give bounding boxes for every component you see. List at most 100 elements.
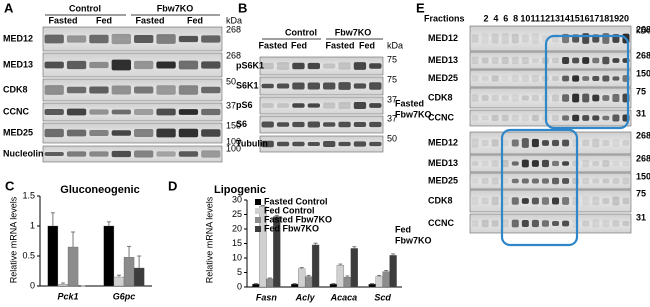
marker-label: 75 bbox=[636, 188, 646, 198]
blot-strip bbox=[469, 131, 632, 155]
band bbox=[471, 161, 479, 166]
band bbox=[111, 33, 131, 45]
lane-label: Fasted bbox=[325, 40, 354, 50]
band bbox=[612, 220, 620, 227]
row-label: CCNC bbox=[428, 112, 454, 122]
band bbox=[201, 86, 221, 94]
band bbox=[307, 121, 320, 128]
band bbox=[134, 35, 154, 43]
marker-label: 50 bbox=[387, 133, 397, 143]
row-label: MED25 bbox=[428, 175, 458, 185]
band bbox=[622, 197, 630, 205]
condition-label: Fasted bbox=[395, 98, 424, 108]
band bbox=[562, 94, 570, 102]
y-tick-label: 10 bbox=[232, 252, 242, 262]
marker-label: 268 bbox=[636, 24, 650, 34]
band bbox=[552, 94, 560, 102]
band bbox=[592, 138, 600, 148]
row-label: Tubulin bbox=[236, 138, 268, 148]
band bbox=[501, 33, 509, 44]
band bbox=[201, 129, 221, 137]
band bbox=[292, 121, 305, 128]
band bbox=[602, 198, 610, 204]
band bbox=[501, 196, 509, 206]
band bbox=[622, 140, 630, 146]
band bbox=[521, 34, 529, 43]
highlight-box bbox=[544, 34, 630, 130]
band bbox=[521, 75, 529, 82]
band bbox=[276, 103, 290, 108]
band bbox=[134, 150, 154, 158]
band bbox=[592, 178, 600, 184]
row-label: MED12 bbox=[3, 33, 33, 43]
bar bbox=[329, 283, 338, 288]
band bbox=[582, 196, 590, 206]
band bbox=[481, 160, 489, 167]
fraction-label: 14 bbox=[560, 13, 570, 23]
band bbox=[338, 62, 351, 70]
band bbox=[582, 139, 590, 147]
fraction-label: 20 bbox=[619, 13, 629, 23]
bar bbox=[133, 267, 145, 287]
band bbox=[292, 141, 305, 147]
unit-label: kDa bbox=[636, 25, 650, 35]
marker-label: 268 bbox=[226, 50, 241, 60]
legend-label: Fed Fbw7KO bbox=[264, 223, 319, 233]
marker-label: 31 bbox=[636, 108, 646, 118]
band bbox=[44, 151, 64, 157]
lane-label: Fed bbox=[187, 15, 203, 25]
row-label: pS6K1 bbox=[236, 60, 264, 70]
x-tick-label: Scd bbox=[374, 292, 391, 302]
band bbox=[572, 219, 580, 228]
band bbox=[562, 115, 570, 121]
band bbox=[89, 61, 109, 69]
band bbox=[602, 75, 610, 82]
band bbox=[511, 178, 519, 184]
band bbox=[491, 115, 499, 121]
x-tick-label: Acaca bbox=[330, 292, 358, 302]
band bbox=[612, 178, 620, 184]
band bbox=[89, 151, 109, 157]
band bbox=[307, 103, 320, 108]
blot-strip bbox=[259, 76, 384, 96]
marker-label: 150 bbox=[636, 171, 650, 181]
band bbox=[602, 95, 610, 101]
group-label: Control bbox=[285, 27, 317, 37]
band bbox=[572, 93, 580, 103]
band bbox=[261, 140, 274, 148]
bar bbox=[57, 284, 69, 287]
band bbox=[582, 159, 590, 168]
y-tick-label: 5 bbox=[237, 267, 242, 277]
legend-swatch bbox=[255, 226, 261, 232]
row-label: CDK8 bbox=[3, 84, 28, 94]
y-axis-label: Relative mRNA levels bbox=[204, 196, 214, 283]
band bbox=[582, 220, 590, 227]
band bbox=[481, 95, 489, 101]
band bbox=[481, 115, 489, 121]
blot-strip bbox=[42, 78, 223, 102]
bar bbox=[304, 276, 313, 288]
row-label: MED12 bbox=[428, 137, 458, 147]
band bbox=[261, 83, 274, 89]
fraction-label: 18 bbox=[599, 13, 609, 23]
fraction-label: 12 bbox=[540, 13, 550, 23]
error-bar bbox=[71, 231, 76, 247]
error-bar bbox=[267, 277, 272, 279]
lane-label: Fasted bbox=[48, 15, 77, 25]
row-label: MED12 bbox=[428, 33, 458, 43]
marker-label: 100 bbox=[226, 136, 241, 146]
band bbox=[471, 75, 479, 82]
band bbox=[134, 128, 154, 138]
bar bbox=[311, 244, 320, 288]
band bbox=[89, 130, 109, 136]
legend-swatch bbox=[255, 217, 261, 223]
blot-strip bbox=[469, 69, 632, 88]
band bbox=[572, 139, 580, 147]
legend-label: Fed Control bbox=[264, 205, 315, 215]
band bbox=[552, 220, 560, 227]
band bbox=[592, 115, 600, 121]
band bbox=[501, 178, 509, 184]
row-label: S6K1 bbox=[236, 80, 259, 90]
marker-label: 100 bbox=[226, 143, 241, 153]
fraction-label: 10 bbox=[520, 13, 530, 23]
